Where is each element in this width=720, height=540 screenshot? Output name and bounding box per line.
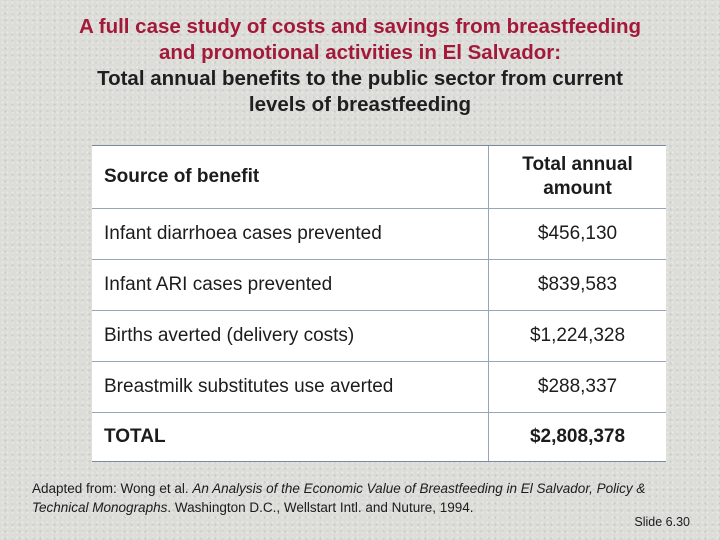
row-amount: $456,130 bbox=[537, 223, 618, 244]
row-source: Births averted (delivery costs) bbox=[92, 310, 489, 362]
table-row: Births averted (delivery costs) $1,224,3… bbox=[92, 310, 666, 362]
header-amount-line-1: Total annual bbox=[522, 154, 633, 175]
table-row: Infant diarrhoea cases prevented $456,13… bbox=[92, 208, 666, 260]
header-amount-line-2: amount bbox=[543, 178, 612, 199]
table-row: Infant ARI cases prevented $839,583 bbox=[92, 259, 666, 311]
row-source: Infant ARI cases prevented bbox=[92, 259, 489, 311]
citation-prefix: Adapted from: Wong et al. bbox=[32, 481, 193, 496]
header-amount: Total annual amount bbox=[489, 146, 667, 209]
row-source: Breastmilk substitutes use averted bbox=[92, 361, 489, 413]
citation-suffix: . Washington D.C., Wellstart Intl. and N… bbox=[167, 500, 474, 515]
slide-number: Slide 6.30 bbox=[634, 515, 690, 529]
title-line-3: Total annual benefits to the public sect… bbox=[97, 67, 623, 90]
citation-title: An Analysis of the Economic Value of Bre… bbox=[32, 481, 646, 515]
row-amount: $288,337 bbox=[537, 376, 618, 397]
header-source: Source of benefit bbox=[92, 146, 489, 209]
total-label: TOTAL bbox=[92, 412, 489, 461]
source-citation: Adapted from: Wong et al. An Analysis of… bbox=[32, 479, 702, 517]
benefits-table: Source of benefit Total annual amount In… bbox=[92, 145, 666, 462]
total-amount: $2,808,378 bbox=[529, 426, 626, 447]
row-source: Infant diarrhoea cases prevented bbox=[92, 208, 489, 260]
slide-title: A full case study of costs and savings f… bbox=[0, 14, 720, 118]
row-amount: $839,583 bbox=[537, 274, 618, 295]
title-line-4: levels of breastfeeding bbox=[248, 93, 472, 116]
row-amount: $1,224,328 bbox=[529, 325, 626, 346]
title-line-1: A full case study of costs and savings f… bbox=[79, 15, 641, 38]
table-total-row: TOTAL $2,808,378 bbox=[92, 412, 666, 461]
table-row: Breastmilk substitutes use averted $288,… bbox=[92, 361, 666, 413]
table-header-row: Source of benefit Total annual amount bbox=[92, 146, 666, 209]
title-line-2: and promotional activities in El Salvado… bbox=[158, 41, 562, 64]
